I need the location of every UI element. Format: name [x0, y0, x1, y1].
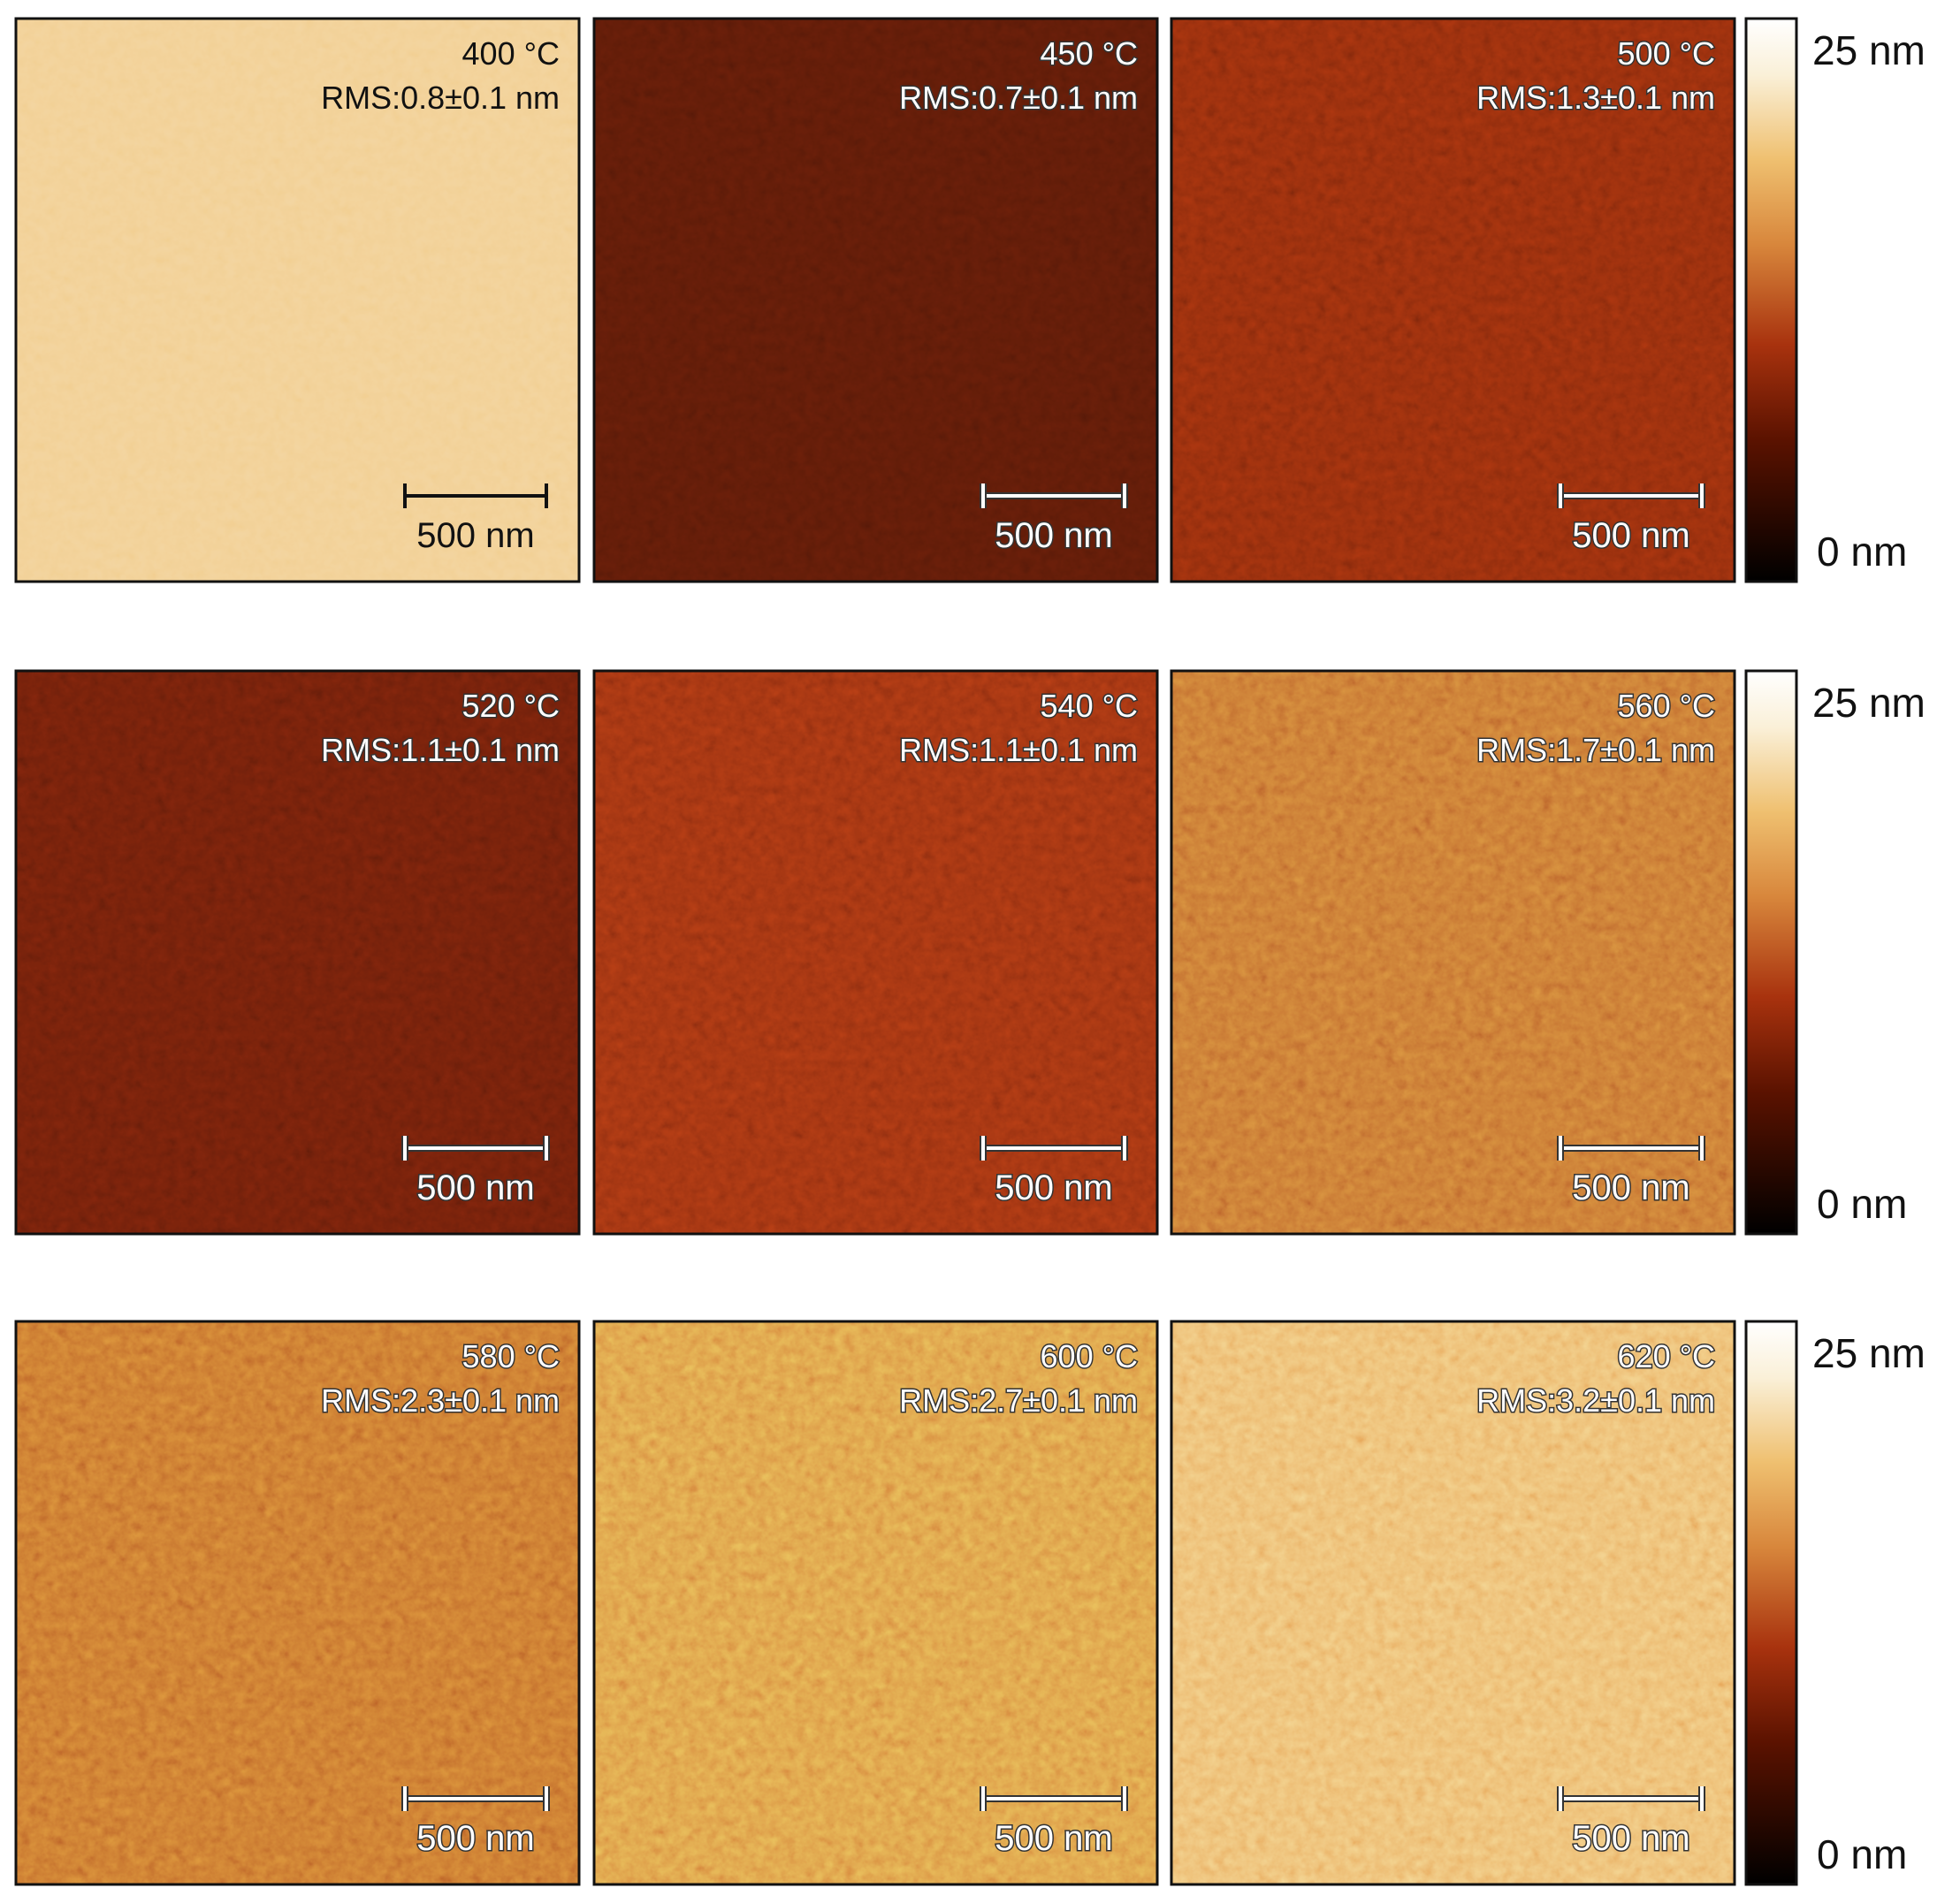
colorbar-max-label: 25 nm: [1812, 1330, 1926, 1376]
rms-label: RMS:2.7±0.1 nm: [899, 1382, 1138, 1419]
temperature-label: 500 °C: [1618, 35, 1715, 72]
afm-texture: [594, 1321, 1157, 1884]
rms-label: RMS:2.3±0.1 nm: [321, 1382, 560, 1419]
afm-texture: [1171, 671, 1735, 1234]
rms-label: RMS:1.1±0.1 nm: [899, 732, 1138, 768]
colorbar-min-label: 0 nm: [1817, 1831, 1907, 1877]
colorbar: [1744, 1320, 1798, 1886]
afm-panel: 400 °C RMS:0.8±0.1 nm 500 nm: [14, 17, 581, 583]
temperature-label: 620 °C: [1618, 1338, 1715, 1374]
panel-border: [14, 669, 581, 1236]
temperature-label: 520 °C: [462, 688, 560, 724]
afm-texture: [594, 671, 1157, 1234]
afm-texture: [16, 671, 579, 1234]
temperature-label: 580 °C: [462, 1338, 560, 1374]
scale-bar-label: 500 nm: [1572, 1819, 1689, 1858]
panel-border: [1170, 1320, 1736, 1886]
afm-panel: 450 °C RMS:0.7±0.1 nm 500 nm: [592, 17, 1159, 583]
temperature-label: 560 °C: [1618, 688, 1715, 724]
panel-border: [1170, 17, 1736, 583]
panel-border: [592, 17, 1159, 583]
temperature-label: 450 °C: [1041, 35, 1138, 72]
scale-bar-label: 500 nm: [995, 516, 1112, 555]
scale-bar-label: 500 nm: [1572, 1168, 1689, 1207]
afm-texture: [594, 19, 1157, 582]
temperature-label: 400 °C: [462, 35, 560, 72]
panel-border: [14, 1320, 581, 1886]
scale-bar-label: 500 nm: [995, 1819, 1112, 1858]
afm-texture: [16, 1321, 579, 1884]
afm-panel: 560 °C RMS:1.7±0.1 nm 500 nm: [1170, 669, 1736, 1236]
afm-panel: 520 °C RMS:1.1±0.1 nm 500 nm: [14, 669, 581, 1236]
afm-panel: 540 °C RMS:1.1±0.1 nm 500 nm: [592, 669, 1159, 1236]
afm-texture: [1171, 1321, 1735, 1884]
scale-bar-label: 500 nm: [416, 516, 534, 555]
panel-border: [592, 1320, 1159, 1886]
colorbar-min-label: 0 nm: [1817, 1181, 1907, 1227]
rms-label: RMS:1.1±0.1 nm: [321, 732, 560, 768]
afm-panel: 580 °C RMS:2.3±0.1 nm 500 nm: [14, 1320, 581, 1886]
afm-panel: 600 °C RMS:2.7±0.1 nm 500 nm: [592, 1320, 1159, 1886]
temperature-label: 600 °C: [1041, 1338, 1138, 1374]
colorbar: [1744, 17, 1798, 583]
afm-panel: 620 °C RMS:3.2±0.1 nm 500 nm: [1170, 1320, 1736, 1886]
colorbar-min-label: 0 nm: [1817, 529, 1907, 575]
rms-label: RMS:0.7±0.1 nm: [899, 80, 1138, 116]
scale-bar-label: 500 nm: [416, 1168, 534, 1207]
temperature-label: 540 °C: [1041, 688, 1138, 724]
panel-border: [1170, 669, 1736, 1236]
afm-panel: 500 °C RMS:1.3±0.1 nm 500 nm: [1170, 17, 1736, 583]
rms-label: RMS:0.8±0.1 nm: [321, 80, 560, 116]
rms-label: RMS:1.7±0.1 nm: [1476, 732, 1715, 768]
rms-label: RMS:1.3±0.1 nm: [1476, 80, 1715, 116]
panel-border: [592, 669, 1159, 1236]
afm-texture: [16, 19, 579, 582]
colorbar-max-label: 25 nm: [1812, 27, 1926, 73]
scale-bar-label: 500 nm: [995, 1168, 1112, 1207]
colorbar: [1744, 669, 1798, 1236]
scale-bar-label: 500 nm: [1572, 516, 1689, 555]
scale-bar-label: 500 nm: [416, 1819, 534, 1858]
panel-border: [14, 17, 581, 583]
rms-label: RMS:3.2±0.1 nm: [1476, 1382, 1715, 1419]
colorbar-max-label: 25 nm: [1812, 680, 1926, 726]
afm-texture: [1171, 19, 1735, 582]
